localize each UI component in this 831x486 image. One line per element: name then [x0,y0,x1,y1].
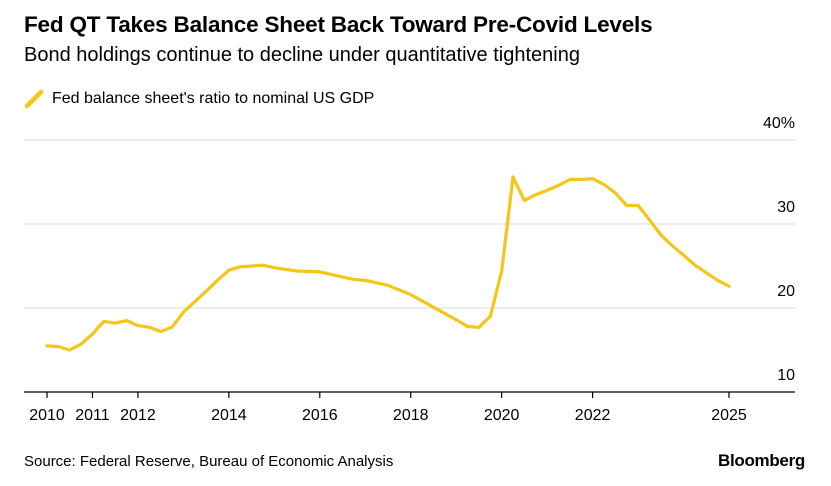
x-tick-label: 2010 [29,407,65,424]
chart-subtitle: Bond holdings continue to decline under … [24,44,580,66]
legend: Fed balance sheet's ratio to nominal US … [24,88,374,110]
y-tick-label: 30 [777,199,795,216]
x-tick-label: 2014 [211,407,247,424]
x-tick-label: 2011 [75,407,110,424]
y-tick-label: 40% [763,115,795,132]
x-tick-label: 2020 [484,407,520,424]
bloomberg-logo: Bloomberg [717,451,805,470]
y-tick-label: 20 [777,283,795,300]
x-tick-label: 2018 [393,407,429,424]
line-swatch-icon [24,89,44,109]
chart-title: Fed QT Takes Balance Sheet Back Toward P… [24,12,653,37]
y-tick-label: 10 [777,367,795,384]
x-tick-label: 2025 [711,407,747,424]
legend-label: Fed balance sheet's ratio to nominal US … [52,90,375,107]
source-note: Source: Federal Reserve, Bureau of Econo… [24,453,394,470]
x-tick-label: 2022 [575,407,611,424]
series-line [45,175,731,352]
x-tick-label: 2012 [120,407,156,424]
x-tick-label: 2016 [302,407,338,424]
